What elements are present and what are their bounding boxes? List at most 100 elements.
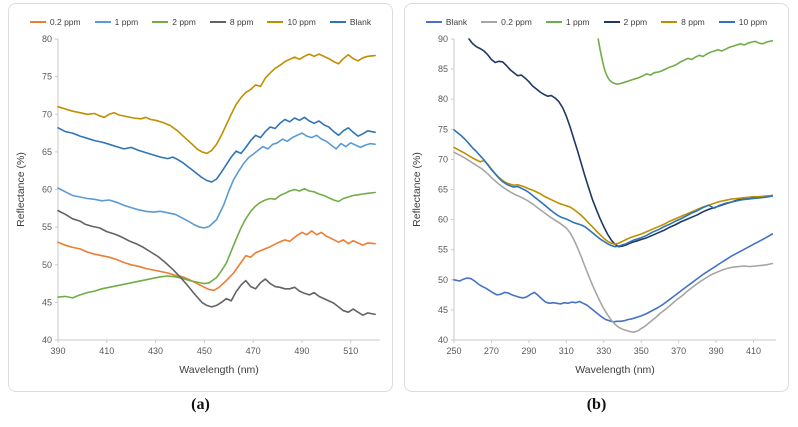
chart-svg-b: 40 45 50 55 60 65 70 75 80 85 90 250 270 290 310 330 350… — [411, 34, 776, 376]
legend-label: 8 ppm — [229, 16, 254, 27]
legend-label: 2 ppm — [172, 16, 196, 27]
legend-item-blank: Blank — [425, 16, 468, 27]
y-tick-label: 70 — [42, 109, 52, 119]
y-tick-label: 70 — [438, 154, 448, 164]
legend-label: 10 ppm — [738, 16, 768, 27]
x-tick-label: 410 — [99, 346, 114, 356]
y-tick-label: 80 — [438, 94, 448, 104]
legend-item-10-ppm: 10 ppm — [718, 16, 768, 27]
x-tick-label: 310 — [559, 346, 574, 356]
y-tick-label: 85 — [438, 64, 448, 74]
y-tick-label: 40 — [42, 335, 52, 345]
caption-a: (a) — [191, 396, 210, 413]
series-line-2-ppm — [468, 38, 774, 248]
legend-swatch — [718, 20, 735, 23]
caption-row: (a) (b) — [0, 392, 798, 414]
legend-swatch — [209, 20, 226, 23]
legend-item-8-ppm: 8 ppm — [209, 16, 254, 27]
figure: 0.2 ppm 1 ppm 2 ppm 8 ppm 10 ppm Blank 40 45 50… — [8, 3, 789, 392]
y-tick-label: 75 — [42, 72, 52, 82]
legend-label: 1 ppm — [565, 16, 590, 27]
legend-item-1-ppm: 1 ppm — [545, 16, 590, 27]
legend-label: 1 ppm — [114, 16, 139, 27]
legend-swatch — [94, 20, 111, 23]
x-axis-title: Wavelength (nm) — [179, 364, 259, 376]
y-tick-label: 55 — [42, 222, 52, 232]
legend-label: 0.2 ppm — [49, 16, 81, 27]
legend-item-blank: Blank — [329, 16, 372, 27]
y-tick-label: 55 — [438, 245, 448, 255]
series-line-0-2-ppm — [57, 230, 376, 292]
y-tick-label: 45 — [42, 297, 52, 307]
legend-item-2-ppm: 2 ppm — [603, 16, 648, 27]
series-line-1-ppm — [597, 38, 774, 86]
chart-a-legend: 0.2 ppm 1 ppm 2 ppm 8 ppm 10 ppm Blank — [12, 13, 389, 30]
legend-swatch — [267, 20, 284, 23]
x-tick-label: 370 — [671, 346, 686, 356]
y-tick-label: 90 — [438, 34, 448, 44]
series-line-10-ppm — [453, 129, 774, 248]
x-tick-label: 270 — [484, 346, 499, 356]
legend-item-2-ppm: 2 ppm — [152, 17, 196, 27]
y-tick-label: 50 — [42, 260, 52, 270]
series-line-blank — [57, 116, 376, 183]
y-tick-label: 60 — [42, 185, 52, 195]
x-axis-title: Wavelength (nm) — [575, 364, 655, 376]
y-tick-label: 80 — [42, 34, 52, 44]
series-line-1-ppm — [57, 132, 376, 229]
legend-item-0-2-ppm: 0.2 ppm — [481, 17, 532, 27]
chart-svg-a: 40 45 50 55 60 65 70 75 80 390 410 430 450 470 490 510 W… — [15, 34, 380, 376]
chart-b-plot: 40 45 50 55 60 65 70 75 80 85 90 250 270 290 310 330 350… — [408, 32, 785, 384]
legend-swatch — [603, 20, 620, 23]
chart-panel-b: Blank 0.2 ppm 1 ppm 2 ppm 8 ppm 10 ppm 40 45 50… — [404, 3, 789, 392]
y-tick-label: 45 — [438, 305, 448, 315]
legend-label: 8 ppm — [681, 16, 705, 27]
series-line-8-ppm — [57, 209, 376, 317]
x-tick-label: 390 — [709, 346, 724, 356]
y-tick-label: 65 — [438, 185, 448, 195]
x-tick-label: 390 — [50, 346, 65, 356]
legend-label: Blank — [349, 16, 372, 27]
y-tick-label: 60 — [438, 215, 448, 225]
x-tick-label: 410 — [746, 346, 761, 356]
y-tick-label: 75 — [438, 124, 448, 134]
y-axis-title: Reflectance (%) — [15, 152, 27, 227]
legend-swatch — [481, 20, 498, 23]
x-tick-label: 430 — [148, 346, 163, 356]
y-axis-title: Reflectance (%) — [411, 152, 423, 227]
legend-label: 2 ppm — [623, 16, 648, 27]
chart-a-plot: 40 45 50 55 60 65 70 75 80 390 410 430 450 470 490 510 W… — [12, 32, 389, 384]
y-tick-label: 65 — [42, 147, 52, 157]
x-tick-label: 450 — [197, 346, 212, 356]
legend-item-8-ppm: 8 ppm — [661, 17, 705, 27]
x-tick-label: 490 — [294, 346, 309, 356]
y-tick-label: 50 — [438, 275, 448, 285]
legend-item-1-ppm: 1 ppm — [94, 16, 139, 27]
series-line-0-2-ppm — [453, 151, 774, 334]
legend-label: 0.2 ppm — [501, 16, 532, 27]
legend-swatch — [152, 20, 169, 23]
series-line-2-ppm — [57, 187, 376, 299]
x-tick-label: 510 — [343, 346, 358, 356]
x-tick-label: 350 — [634, 346, 649, 356]
legend-swatch — [425, 20, 442, 23]
legend-swatch — [545, 20, 562, 23]
x-tick-label: 250 — [446, 346, 461, 356]
series-line-10-ppm — [57, 53, 376, 155]
legend-swatch — [29, 20, 46, 23]
legend-label: Blank — [445, 16, 468, 27]
series-line-blank — [453, 233, 774, 323]
legend-label: 10 ppm — [287, 16, 316, 27]
legend-swatch — [661, 20, 678, 23]
x-tick-label: 330 — [596, 346, 611, 356]
legend-item-0-2-ppm: 0.2 ppm — [29, 16, 81, 27]
y-tick-label: 40 — [438, 335, 448, 345]
chart-panel-a: 0.2 ppm 1 ppm 2 ppm 8 ppm 10 ppm Blank 40 45 50… — [8, 3, 393, 392]
legend-swatch — [329, 20, 346, 23]
series-line-8-ppm — [453, 146, 774, 246]
chart-b-legend: Blank 0.2 ppm 1 ppm 2 ppm 8 ppm 10 ppm — [408, 13, 785, 30]
caption-b: (b) — [586, 396, 607, 413]
x-tick-label: 470 — [246, 346, 261, 356]
x-tick-label: 290 — [521, 346, 536, 356]
legend-item-10-ppm: 10 ppm — [267, 16, 316, 27]
